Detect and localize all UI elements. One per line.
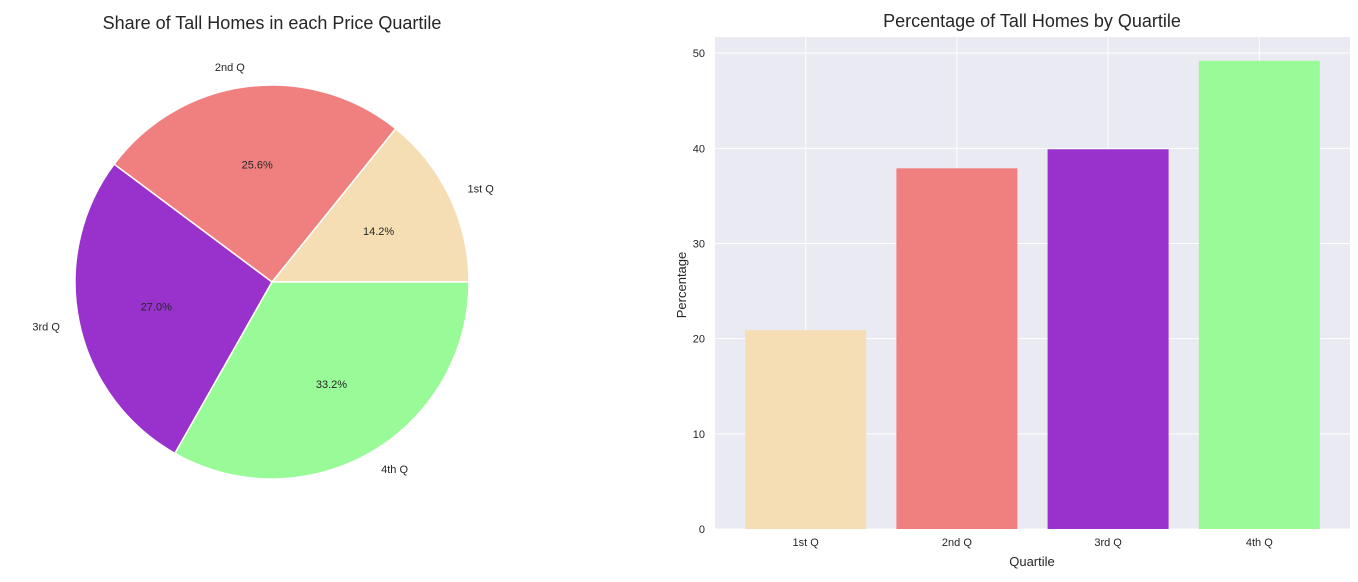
x-axis-label: Quartile <box>1009 554 1055 569</box>
pie-category-label-4th-q: 4th Q <box>381 464 408 476</box>
y-tick-label: 40 <box>693 143 705 155</box>
pie-pct-label-3rd-q: 27.0% <box>141 301 172 313</box>
pie-chart: Share of Tall Homes in each Price Quarti… <box>32 13 494 480</box>
x-tick-label: 1st Q <box>793 537 820 549</box>
y-tick-label: 50 <box>693 48 705 60</box>
bars <box>745 60 1320 530</box>
pie-slices <box>74 84 470 480</box>
pie-slice-3rd-q <box>74 163 273 455</box>
pie-labels: 14.2% 1st Q 25.6% 2nd Q 27.0% 3rd Q 33.2% 4th Q <box>32 62 494 476</box>
pie-title: Share of Tall Homes in each Price Quarti… <box>103 13 442 33</box>
bar-3rd-q <box>1047 149 1169 530</box>
bar-title: Percentage of Tall Homes by Quartile <box>883 11 1181 31</box>
bar-4th-q <box>1198 60 1320 530</box>
x-tick-label: 2nd Q <box>942 537 972 549</box>
pie-slice-2nd-q <box>113 84 397 284</box>
x-tick-label: 4th Q <box>1246 537 1273 549</box>
x-tick-label: 3rd Q <box>1094 537 1122 549</box>
pie-pct-label-1st-q: 14.2% <box>363 226 394 238</box>
pie-category-label-3rd-q: 3rd Q <box>32 322 60 334</box>
y-tick-label: 10 <box>693 429 705 441</box>
pie-pct-label-4th-q: 33.2% <box>316 379 347 391</box>
x-tick-labels: 1st Q 2nd Q 3rd Q 4th Q <box>793 537 1274 549</box>
pie-category-label-1st-q: 1st Q <box>468 184 495 196</box>
bar-1st-q <box>745 330 867 529</box>
y-tick-labels: 0 10 20 30 40 50 <box>693 48 705 536</box>
pie-slice-1st-q <box>270 127 470 283</box>
y-tick-label: 20 <box>693 334 705 346</box>
pie-pct-label-2nd-q: 25.6% <box>242 160 273 172</box>
bar-chart: Percentage of Tall Homes by Quartile 0 10… <box>674 11 1350 569</box>
y-axis-label: Percentage <box>674 252 689 319</box>
pie-slice-4th-q <box>173 281 470 480</box>
y-tick-label: 30 <box>693 239 705 251</box>
bar-2nd-q <box>896 168 1018 530</box>
y-tick-label: 0 <box>699 524 705 536</box>
pie-category-label-2nd-q: 2nd Q <box>215 62 245 74</box>
